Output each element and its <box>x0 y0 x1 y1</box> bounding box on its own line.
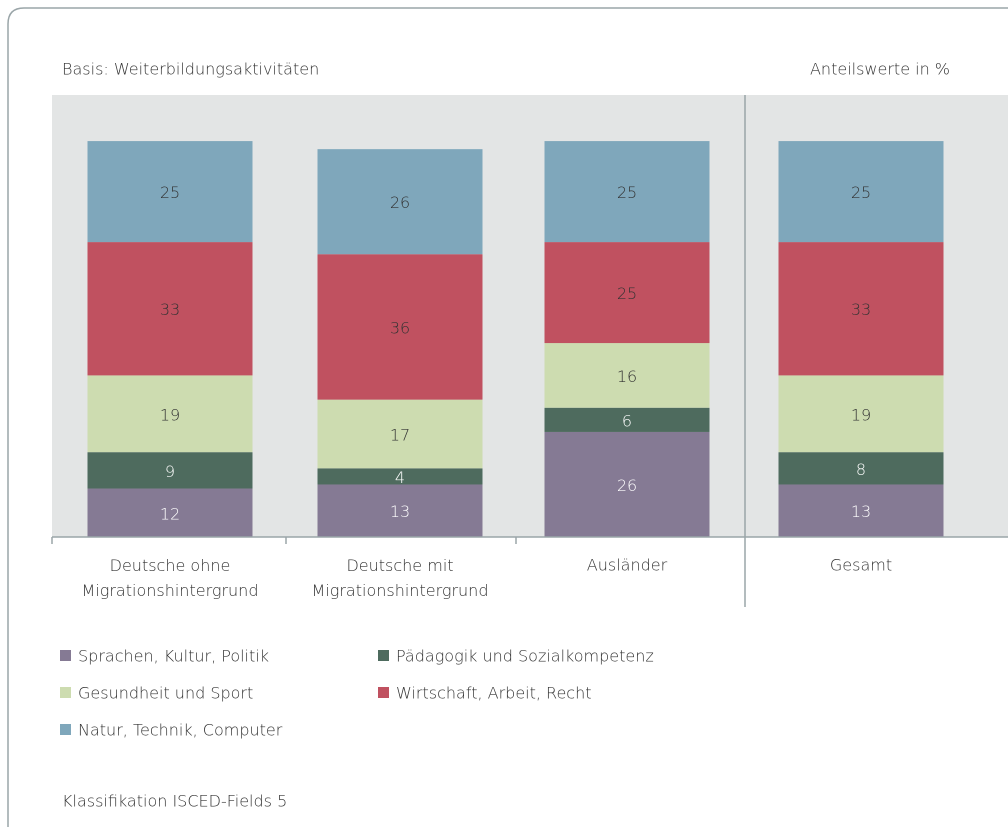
subtitle: Basis: Weiterbildungsaktivitäten <box>62 60 319 79</box>
bar-segment <box>317 149 483 255</box>
legend-swatch <box>60 650 71 661</box>
bar-segment <box>778 141 944 243</box>
legend-label: Pädagogik und Sozialkompetenz <box>396 647 654 666</box>
bar-segment <box>544 343 710 408</box>
legend-swatch <box>60 687 71 698</box>
data-label: 26 <box>390 193 410 212</box>
bar-segment <box>778 375 944 453</box>
bar-segment <box>87 375 253 453</box>
frame <box>7 7 1008 827</box>
bar-segment <box>87 242 253 376</box>
data-label: 12 <box>160 504 180 523</box>
legend-swatch <box>378 687 389 698</box>
legend-label: Natur, Technik, Computer <box>78 721 283 740</box>
legend-swatch <box>378 650 389 661</box>
data-label: 19 <box>851 405 871 424</box>
legend-label: Wirtschaft, Arbeit, Recht <box>396 684 592 703</box>
bar-segment <box>544 141 710 243</box>
data-label: 6 <box>622 411 632 430</box>
data-label: 13 <box>390 502 410 521</box>
bar-segment <box>87 452 253 489</box>
bar-segment <box>544 242 710 344</box>
data-label: 25 <box>160 183 180 202</box>
bar-segment <box>544 431 710 537</box>
legend-label: Gesundheit und Sport <box>78 684 253 703</box>
data-label: 17 <box>390 425 410 444</box>
bar-segment <box>317 484 483 537</box>
data-label: 33 <box>851 300 871 319</box>
legend-swatch <box>60 724 71 735</box>
data-label: 25 <box>617 284 637 303</box>
data-label: 13 <box>851 502 871 521</box>
legend-label: Sprachen, Kultur, Politik <box>78 647 269 666</box>
data-label: 26 <box>617 476 637 495</box>
bar-segment <box>778 242 944 376</box>
data-label: 4 <box>395 468 405 487</box>
footnote: Klassifikation ISCED-Fields 5 <box>62 792 287 811</box>
bar-segment <box>778 452 944 485</box>
unit-note: Anteilswerte in % <box>810 60 950 79</box>
bar-segment <box>317 468 483 485</box>
x-tick-label: Deutsche mit Migrationshintergrund <box>312 556 489 600</box>
bar-segment <box>87 141 253 243</box>
data-label: 8 <box>856 460 866 479</box>
bar-segment <box>544 407 710 432</box>
bar-segment <box>317 254 483 400</box>
bar-segment <box>317 399 483 469</box>
data-label: 9 <box>165 462 175 481</box>
bar-segment <box>778 484 944 537</box>
data-label: 19 <box>160 405 180 424</box>
data-label: 33 <box>160 300 180 319</box>
data-label: 16 <box>617 367 637 386</box>
data-label: 25 <box>851 183 871 202</box>
bar-segment <box>87 488 253 537</box>
x-tick-label: Ausländer <box>587 556 668 575</box>
data-label: 36 <box>390 318 410 337</box>
x-tick-label: Gesamt <box>830 556 892 575</box>
x-tick-label: Deutsche ohne Migrationshintergrund <box>82 556 259 600</box>
data-label: 25 <box>617 183 637 202</box>
